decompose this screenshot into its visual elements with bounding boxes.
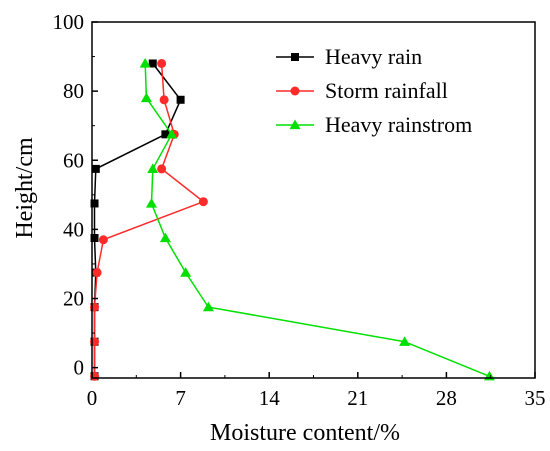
legend-marker-0 [291, 53, 299, 61]
plot-area [90, 57, 495, 381]
series-line-2 [144, 63, 490, 377]
legend-label-2: Heavy rainstrom [325, 112, 472, 137]
legend: Heavy rain Storm rainfall Heavy rainstrom [276, 44, 472, 137]
series-2-point-5 [159, 232, 171, 243]
series-2-point-3 [147, 163, 159, 174]
series-2-point-9 [483, 370, 495, 381]
series-0-point-4 [90, 199, 99, 208]
y-tick-label-1: 20 [63, 287, 84, 311]
legend-label-0: Heavy rain [325, 44, 422, 69]
series-2-point-2 [166, 128, 178, 139]
y-tick-label-0: 0 [74, 356, 85, 380]
x-tick-label-5: 35 [525, 386, 546, 410]
y-tick-label-5: 100 [53, 10, 85, 34]
series-0-point-3 [91, 164, 100, 173]
x-axis-title: Moisture content/% [210, 420, 400, 446]
series-1-point-3 [157, 164, 167, 174]
x-tick-label-2: 14 [259, 386, 281, 410]
series-2-point-0 [139, 57, 151, 68]
axes: 0 7 14 21 28 35 0 20 40 60 80 100 [53, 10, 546, 410]
series-2-point-4 [145, 197, 157, 208]
y-tick-label-2: 40 [63, 217, 84, 241]
x-tick-label-1: 7 [175, 386, 186, 410]
series-1-point-6 [92, 268, 102, 278]
series-0-point-1 [176, 95, 185, 104]
legend-label-1: Storm rainfall [325, 78, 448, 103]
series-1-point-4 [198, 197, 208, 207]
series-0-point-0 [148, 59, 157, 68]
y-tick-label-4: 80 [63, 79, 84, 103]
series-1-point-0 [157, 58, 167, 68]
series-2-point-1 [140, 92, 152, 103]
legend-marker-1 [290, 86, 300, 96]
plot-frame [91, 21, 536, 379]
series-2-point-7 [202, 301, 214, 312]
series-2-point-8 [399, 336, 411, 346]
legend-marker-2 [289, 119, 301, 130]
series-line-1 [93, 63, 205, 377]
x-tick-label-3: 21 [347, 386, 368, 410]
y-tick-label-3: 60 [63, 148, 84, 172]
series-2-point-6 [180, 267, 192, 277]
x-tick-label-4: 28 [436, 386, 457, 410]
series-0-point-5 [90, 234, 99, 243]
y-axis-title: Height/cm [12, 137, 38, 239]
series-1-point-5 [98, 235, 108, 245]
x-tick-label-0: 0 [87, 386, 98, 410]
series-0-point-2 [161, 130, 170, 139]
series-1-point-1 [159, 95, 169, 105]
